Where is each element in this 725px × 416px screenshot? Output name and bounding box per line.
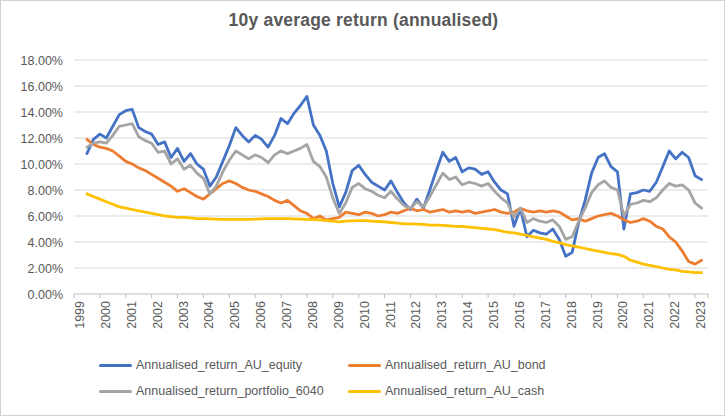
x-axis-tick-label: 2000	[99, 301, 113, 329]
series-line-Annualised_return_AU_cash[interactable]	[87, 194, 702, 273]
y-axis-tick-label: 2.00%	[28, 262, 63, 276]
x-axis-tick-label: 2013	[435, 301, 449, 329]
series-line-Annualised_return_AU_equity[interactable]	[87, 96, 702, 256]
x-axis-tick-label: 2021	[642, 301, 656, 329]
legend-label-equity: Annualised_return_AU_equity	[136, 358, 302, 372]
x-axis-tick-label: 2004	[202, 301, 216, 329]
x-axis-tick-label: 2002	[151, 301, 165, 329]
x-axis-tick-label: 2014	[461, 301, 475, 329]
legend-label-cash: Annualised_return_AU_cash	[385, 384, 544, 398]
x-axis-tick-label: 2018	[565, 301, 579, 329]
legend-marker-cash-line	[348, 390, 381, 393]
y-axis-tick-label: 0.00%	[28, 288, 63, 302]
x-axis-tick-label: 2009	[332, 301, 346, 329]
x-axis-tick-label: 2001	[125, 301, 139, 329]
x-axis-tick-label: 2022	[668, 301, 682, 329]
legend-marker-equity-line	[99, 364, 132, 367]
chart-frame: 0.00% 2.00% 4.00% 6.00% 8.00% 10.00% 12.00% 14.…	[0, 0, 725, 416]
x-axis-tick-label: 2015	[487, 301, 501, 329]
legend-label-bond: Annualised_return_AU_bond	[385, 358, 546, 372]
y-axis-tick-label: 8.00%	[28, 184, 63, 198]
y-axis-tick-label: 4.00%	[28, 236, 63, 250]
legend-item-equity[interactable]: Annualised_return_AU_equity	[99, 357, 302, 373]
x-axis-tick-label: 2011	[384, 301, 398, 328]
series-line-Annualised_return_AU_bond[interactable]	[87, 139, 702, 264]
x-axis-tick-label: 2008	[306, 301, 320, 329]
x-axis-tick-label: 2012	[409, 301, 423, 329]
x-axis-tick-label: 2006	[254, 301, 268, 329]
x-axis-tick-label: 2010	[358, 301, 372, 329]
legend-label-portfolio: Annualised_return_portfolio_6040	[136, 384, 324, 398]
x-axis-tick-label: 2007	[280, 301, 294, 329]
legend-item-bond[interactable]: Annualised_return_AU_bond	[348, 357, 546, 373]
y-axis-tick-label: 18.00%	[21, 54, 63, 68]
y-axis-tick-label: 12.00%	[21, 132, 63, 146]
legend-item-portfolio-6040[interactable]: Annualised_return_portfolio_6040	[99, 383, 324, 399]
x-axis-tick-label: 2003	[177, 301, 191, 329]
legend-marker-bond-line	[348, 364, 381, 367]
x-axis-tick-label: 2017	[539, 301, 553, 329]
x-axis-tick-label: 1999	[73, 301, 87, 329]
plot-area: 0.00% 2.00% 4.00% 6.00% 8.00% 10.00% 12.00% 14.…	[1, 1, 725, 349]
x-axis-tick-label: 2016	[513, 301, 527, 329]
x-axis-tick-label: 2020	[616, 301, 630, 329]
x-axis-tick-label: 2019	[591, 301, 605, 329]
legend-marker-portfolio-line	[99, 390, 132, 393]
y-axis-tick-label: 10.00%	[21, 158, 63, 172]
y-axis-tick-label: 14.00%	[21, 106, 63, 120]
y-axis-tick-label: 6.00%	[28, 210, 63, 224]
chart-title: 10y average return (annualised)	[1, 10, 725, 31]
y-axis-tick-label: 16.00%	[21, 80, 63, 94]
legend-item-cash[interactable]: Annualised_return_AU_cash	[348, 383, 544, 399]
x-axis-tick-label: 2023	[694, 301, 708, 329]
x-axis-tick-label: 2005	[228, 301, 242, 329]
